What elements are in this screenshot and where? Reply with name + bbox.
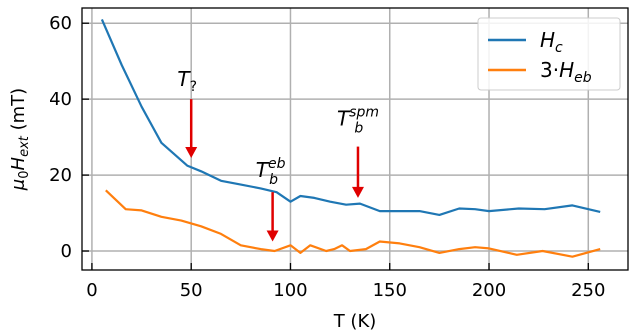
series-line-hc [100,18,601,216]
series-line-heb [105,189,601,258]
x-axis-title: T (K) [333,311,377,332]
y-axis-title: μ0Hext (mT) [8,88,32,191]
axis-ticks: 0 50 100 150 200 250 0 20 40 60 [49,13,605,301]
x-tick-label: 100 [273,280,307,301]
y-tick-label: 0 [61,241,72,262]
series-lines [100,18,601,258]
annotation-label-2: Tspm b [337,105,379,137]
x-tick-label: 250 [571,280,605,301]
annotation-arrow-head [185,146,198,158]
legend-box [477,17,621,91]
y-tick-label: 60 [49,13,72,34]
legend-label-heb: 3·Heb [540,58,592,86]
x-tick-label: 0 [86,280,97,301]
x-tick-label: 50 [180,280,203,301]
annotations: T? Teb b Tspm b [177,67,379,242]
plot-frame [81,7,629,271]
y-tick-label: 20 [49,165,72,186]
x-tick-label: 200 [472,280,506,301]
annotation-arrow-head [351,186,364,198]
annotation-arrow-head [266,230,279,242]
legend-label-hc: Hc [540,28,563,56]
annotation-label-1: Teb b [256,156,286,188]
y-tick-label: 40 [49,89,72,110]
annotation-label-0: T? [177,67,197,95]
x-tick-label: 150 [373,280,407,301]
legend: Hc3·Heb [477,17,621,91]
